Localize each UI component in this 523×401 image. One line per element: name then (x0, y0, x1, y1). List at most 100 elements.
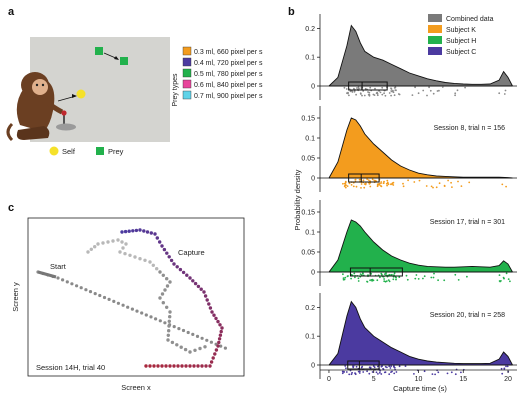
x-tick-label: 15 (459, 376, 467, 383)
self-trajectory-point (61, 278, 65, 282)
capture-point (450, 371, 453, 374)
capture-point (457, 279, 460, 281)
capture-point (357, 87, 360, 90)
capture-point (415, 274, 418, 276)
prey-trajectory-point (208, 306, 213, 310)
self-trajectory-point (177, 327, 181, 331)
prey-trajectory-point (184, 364, 188, 368)
self-trajectory-point (191, 332, 195, 336)
prey-type-label: 0.4 ml, 720 pixel per s (194, 60, 263, 67)
capture-point (447, 179, 449, 182)
x-tick-label: 10 (415, 376, 423, 383)
self-start-segment (37, 270, 57, 279)
box-plot (348, 173, 380, 183)
capture-point (360, 187, 362, 189)
prey-trajectory-point (205, 298, 209, 302)
capture-point (460, 185, 463, 188)
capture-point (369, 185, 372, 188)
self-loop-point (124, 242, 128, 246)
capture-point (429, 89, 432, 92)
capture-point (356, 87, 358, 89)
self-trajectory-point (112, 299, 116, 303)
prey-trajectory-point (156, 364, 160, 368)
self-loop-point (120, 240, 124, 244)
box-plot (348, 81, 388, 91)
screen-x-label: Screen x (121, 383, 151, 392)
capture-point (428, 86, 430, 89)
capture-point (507, 278, 510, 280)
capture-point (451, 186, 453, 189)
self-trajectory-point (209, 340, 213, 344)
self-loop-point (148, 260, 152, 264)
capture-point (361, 94, 363, 97)
capture-point (344, 180, 347, 183)
prey-arrow-head-1 (114, 56, 119, 60)
capture-point (387, 183, 390, 186)
capture-point (407, 179, 409, 182)
capture-point (417, 92, 420, 95)
capture-point (381, 86, 384, 89)
self-loop-point (166, 333, 170, 337)
capture-point (392, 91, 395, 94)
capture-point (380, 373, 383, 375)
self-trajectory-point (70, 282, 74, 286)
prey-trajectory-point (216, 344, 220, 348)
self-loop-point (118, 250, 122, 254)
capture-point (430, 276, 433, 279)
self-loop-point (170, 340, 175, 345)
prey-trajectory-point (217, 340, 221, 345)
capture-point (376, 94, 379, 97)
self-loop-point (193, 348, 197, 352)
self-loop-point (93, 245, 97, 249)
self-trajectory-point (121, 303, 125, 307)
prey-types-legend: 0.3 ml, 660 pixel per s 0.4 ml, 720 pixel… (182, 46, 263, 100)
capture-point (368, 372, 371, 375)
self-loop-point (158, 296, 162, 300)
self-loop-point (160, 292, 165, 296)
capture-point (498, 274, 501, 276)
capture-point (500, 367, 503, 370)
self-loop-point (161, 301, 165, 305)
capture-point (352, 185, 355, 188)
capture-point (371, 178, 374, 181)
capture-point (423, 370, 426, 373)
capture-point (438, 89, 440, 92)
capture-point (404, 365, 407, 367)
self-trajectory-point (79, 286, 83, 290)
capture-point (398, 365, 401, 368)
capture-point (422, 277, 424, 280)
legend-swatch (428, 47, 442, 55)
capture-point (351, 91, 354, 93)
self-key-dot (49, 146, 59, 156)
prey-type-swatch (182, 90, 192, 100)
capture-point (505, 185, 507, 188)
self-trajectory-point (149, 315, 153, 319)
self-loop-point (161, 273, 165, 277)
capture-point (441, 86, 444, 88)
capture-point (378, 371, 381, 374)
y-tick-label: 0.1 (305, 334, 315, 341)
self-loop-point (179, 345, 183, 349)
legend-label: Subject C (446, 49, 476, 56)
subject-legend: Combined data Subject K Subject H Subject C (428, 14, 494, 56)
prey-trajectory-point (211, 356, 215, 360)
capture-point (509, 280, 511, 283)
prey-trajectory-point (167, 255, 171, 259)
capture-point (505, 365, 507, 368)
capture-point (348, 373, 351, 376)
capture-point (390, 88, 393, 90)
capture-point (341, 370, 344, 373)
self-loop-point (183, 347, 188, 352)
prey-trajectory-point (138, 228, 142, 232)
prey-trajectory-point (196, 284, 201, 289)
capture-point (383, 92, 385, 95)
capture-point (381, 365, 383, 367)
capture-point (426, 94, 428, 97)
joystick-base (56, 123, 76, 131)
self-dot-on-screen (76, 89, 86, 99)
screen-y-label: Screen y (11, 282, 20, 312)
capture-point (414, 86, 416, 89)
capture-point (357, 280, 360, 282)
prey-trajectory-point (188, 364, 192, 368)
capture-point (344, 365, 347, 367)
